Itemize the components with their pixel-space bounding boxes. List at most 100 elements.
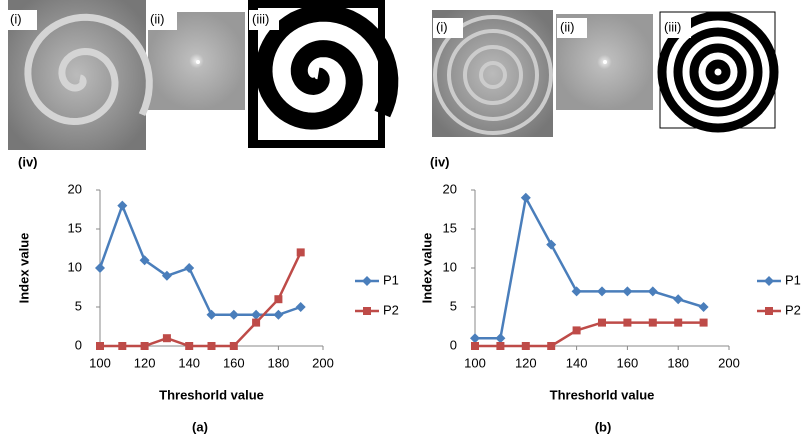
legend-label: P1	[383, 272, 399, 287]
legend-marker	[765, 307, 773, 315]
marker	[185, 342, 194, 350]
marker	[229, 342, 238, 350]
legend-marker	[764, 276, 774, 286]
x-tick-label: 140	[178, 355, 200, 370]
marker	[547, 342, 556, 350]
marker	[140, 342, 149, 350]
x-tick-label: 200	[718, 355, 740, 370]
y-axis-label: Index value	[16, 233, 31, 304]
panel-label: (b)	[595, 419, 612, 434]
image-label-bg	[7, 10, 37, 30]
x-tick-label: 140	[566, 355, 588, 370]
x-tick-label: 200	[312, 355, 334, 370]
y-tick-label: 20	[68, 181, 82, 196]
marker	[296, 248, 305, 257]
marker	[471, 342, 479, 350]
marker	[699, 318, 708, 327]
marker	[597, 286, 607, 297]
legend-marker	[363, 307, 371, 315]
marker	[95, 263, 105, 273]
image-label: (ii)	[560, 19, 574, 34]
fft-center	[603, 60, 607, 64]
subplot-label: (iv)	[18, 154, 38, 169]
marker	[295, 302, 306, 312]
image-label-bg	[147, 10, 177, 30]
marker	[495, 333, 506, 344]
spiral-image	[255, 4, 399, 130]
marker	[598, 318, 606, 327]
ring-image	[463, 45, 523, 105]
fft-center	[196, 60, 200, 64]
marker	[698, 302, 709, 312]
y-tick-label: 10	[68, 259, 82, 274]
marker	[206, 309, 217, 320]
y-tick-label: 15	[68, 220, 82, 235]
y-tick-label: 10	[443, 259, 457, 274]
series-line	[100, 251, 302, 348]
series-line	[475, 194, 704, 340]
x-tick-label: 100	[464, 355, 486, 370]
marker	[520, 192, 531, 203]
legend-label: P2	[383, 302, 399, 317]
x-tick-label: 180	[268, 355, 290, 370]
marker	[207, 342, 216, 350]
marker	[184, 263, 195, 273]
marker	[571, 286, 582, 297]
y-tick-label: 0	[75, 337, 82, 352]
marker	[623, 318, 632, 327]
marker	[162, 334, 171, 343]
ring-image	[689, 43, 747, 101]
marker	[118, 342, 127, 350]
marker	[521, 342, 530, 350]
y-tick-label: 15	[443, 220, 457, 235]
marker	[648, 318, 657, 327]
image-label-bg	[661, 18, 691, 38]
ring-image	[657, 11, 779, 133]
marker	[117, 200, 128, 211]
x-tick-label: 100	[89, 355, 111, 370]
ring-image	[433, 15, 553, 135]
marker	[673, 294, 684, 305]
marker	[273, 309, 284, 320]
panel-label: (a)	[192, 419, 208, 434]
spiral-image	[24, 13, 153, 126]
marker	[572, 326, 581, 335]
x-tick-label: 160	[617, 355, 639, 370]
marker	[96, 342, 104, 350]
image-label: (i)	[10, 11, 22, 26]
marker	[674, 318, 683, 327]
y-tick-label: 20	[443, 181, 457, 196]
y-axis-label: Index value	[419, 233, 434, 304]
x-axis-label: Threshorld value	[550, 387, 655, 402]
subplot-label: (iv)	[430, 154, 450, 169]
legend-marker	[362, 276, 372, 286]
marker	[252, 318, 261, 327]
image-label: (iii)	[664, 19, 681, 34]
series-line	[475, 321, 704, 348]
marker	[161, 270, 172, 281]
image-label-bg	[249, 10, 279, 30]
marker	[647, 286, 658, 297]
x-tick-label: 180	[667, 355, 689, 370]
ring-image	[447, 29, 539, 121]
marker	[470, 333, 480, 344]
marker	[228, 309, 239, 320]
ring-image	[673, 27, 763, 117]
image-label: (i)	[436, 19, 448, 34]
legend-label: P2	[785, 302, 801, 317]
image-label-bg	[557, 18, 587, 38]
ring-image	[705, 59, 731, 85]
ring-image	[479, 61, 507, 89]
x-tick-label: 160	[223, 355, 245, 370]
marker	[496, 342, 505, 350]
image-label: (iii)	[252, 11, 269, 26]
marker	[274, 295, 283, 304]
series-line	[98, 202, 302, 317]
image-label-bg	[433, 18, 463, 38]
marker	[251, 309, 262, 320]
marker	[139, 255, 150, 266]
y-tick-label: 5	[75, 298, 82, 313]
x-tick-label: 120	[515, 355, 537, 370]
